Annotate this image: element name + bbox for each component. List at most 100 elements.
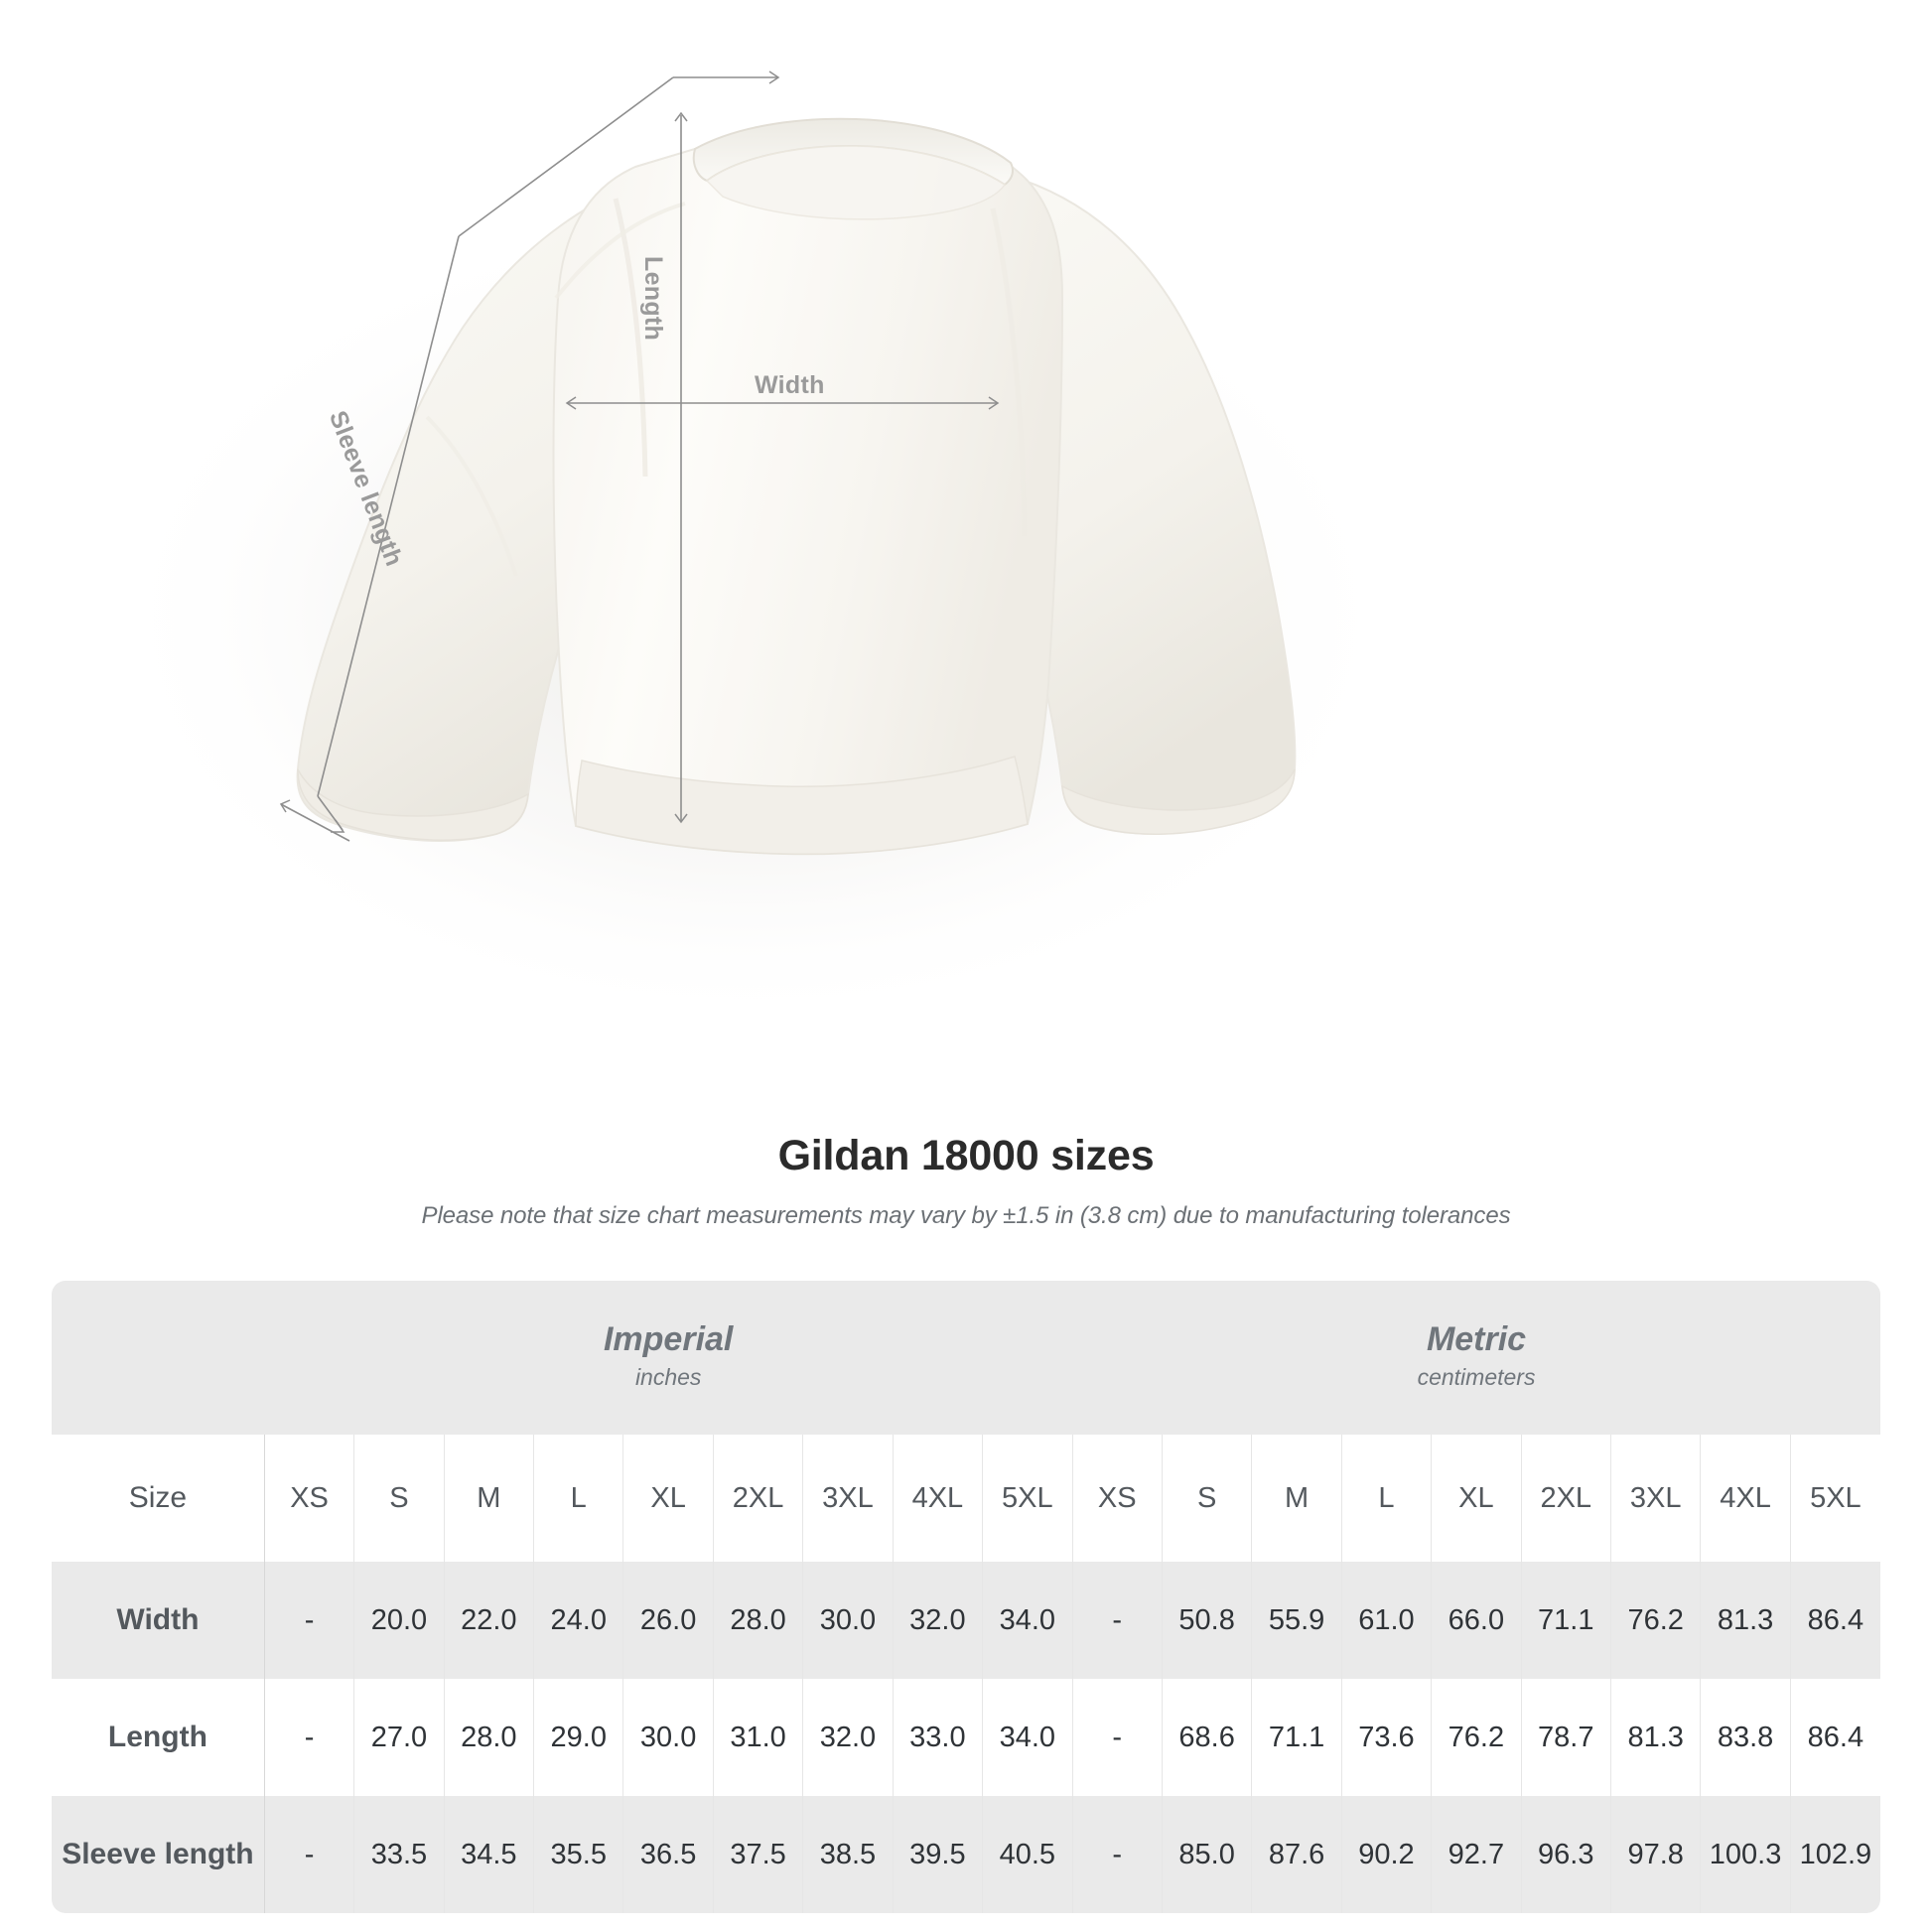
row-label-width: Width (52, 1562, 265, 1679)
cell-sleeve-imperial-2xl: 37.5 (713, 1796, 804, 1913)
cell-width-metric-5xl: 86.4 (1790, 1562, 1880, 1679)
cell-length-imperial-xs: - (264, 1679, 355, 1796)
cell-sleeve-metric-l: 90.2 (1341, 1796, 1433, 1913)
cell-sleeve-metric-3xl: 97.8 (1610, 1796, 1702, 1913)
cell-width-imperial-l: 24.0 (533, 1562, 624, 1679)
sleeve-length-guide-line (279, 70, 780, 842)
cell-length-imperial-2xl: 31.0 (713, 1679, 804, 1796)
cell-sleeve-imperial-3xl: 38.5 (802, 1796, 894, 1913)
cell-width-imperial-4xl: 32.0 (893, 1562, 984, 1679)
size-col-metric-3xl: 3XL (1610, 1435, 1702, 1562)
garment-photo-area: Length Width Sleeve length (99, 70, 1410, 1033)
cell-length-metric-3xl: 81.3 (1610, 1679, 1702, 1796)
cell-width-metric-xs: - (1071, 1562, 1163, 1679)
size-col-metric-s: S (1162, 1435, 1253, 1562)
cell-sleeve-imperial-4xl: 39.5 (893, 1796, 984, 1913)
cell-width-metric-l: 61.0 (1341, 1562, 1433, 1679)
size-col-metric-m: M (1251, 1435, 1342, 1562)
unit-group-imperial: Imperial inches (264, 1281, 1073, 1435)
cell-width-metric-xl: 66.0 (1431, 1562, 1522, 1679)
length-guide-line (674, 111, 688, 824)
length-measure-label: Length (639, 256, 667, 342)
size-col-metric-4xl: 4XL (1700, 1435, 1791, 1562)
cell-sleeve-imperial-m: 34.5 (444, 1796, 535, 1913)
cell-length-metric-4xl: 83.8 (1700, 1679, 1791, 1796)
cell-length-imperial-m: 28.0 (444, 1679, 535, 1796)
cell-length-imperial-5xl: 34.0 (982, 1679, 1073, 1796)
cell-sleeve-metric-5xl: 102.9 (1790, 1796, 1880, 1913)
cell-length-metric-xl: 76.2 (1431, 1679, 1522, 1796)
table-row: Length - 27.0 28.0 29.0 30.0 31.0 32.0 3… (52, 1679, 1880, 1796)
unit-spacer-cell (52, 1281, 265, 1435)
cell-width-metric-s: 50.8 (1162, 1562, 1253, 1679)
cell-length-metric-s: 68.6 (1162, 1679, 1253, 1796)
size-col-imperial-xl: XL (622, 1435, 714, 1562)
cell-length-imperial-3xl: 32.0 (802, 1679, 894, 1796)
cell-width-imperial-5xl: 34.0 (982, 1562, 1073, 1679)
size-col-metric-xl: XL (1431, 1435, 1522, 1562)
size-col-imperial-3xl: 3XL (802, 1435, 894, 1562)
cell-length-imperial-l: 29.0 (533, 1679, 624, 1796)
cell-sleeve-metric-m: 87.6 (1251, 1796, 1342, 1913)
table-row: Width - 20.0 22.0 24.0 26.0 28.0 30.0 32… (52, 1562, 1880, 1679)
size-chart-table: Imperial inches Metric centimeters Size … (52, 1281, 1880, 1913)
tolerance-note: Please note that size chart measurements… (421, 1202, 1511, 1229)
cell-width-imperial-xs: - (264, 1562, 355, 1679)
cell-length-metric-xs: - (1071, 1679, 1163, 1796)
width-measure-label: Width (755, 371, 825, 399)
size-col-imperial-5xl: 5XL (982, 1435, 1073, 1562)
size-col-imperial-2xl: 2XL (713, 1435, 804, 1562)
unit-group-metric-sub: centimeters (1417, 1363, 1536, 1390)
size-header-row: Size XS S M L XL 2XL 3XL 4XL 5XL XS S M … (52, 1435, 1880, 1562)
measurement-guides (279, 70, 1000, 842)
size-header-label: Size (52, 1435, 265, 1562)
size-col-imperial-l: L (533, 1435, 624, 1562)
cell-length-imperial-s: 27.0 (353, 1679, 445, 1796)
cell-width-metric-4xl: 81.3 (1700, 1562, 1791, 1679)
cell-sleeve-metric-2xl: 96.3 (1521, 1796, 1611, 1913)
cell-sleeve-imperial-xs: - (264, 1796, 355, 1913)
unit-group-metric-name: Metric (1426, 1319, 1527, 1358)
cell-sleeve-imperial-5xl: 40.5 (982, 1796, 1073, 1913)
cell-length-imperial-xl: 30.0 (622, 1679, 714, 1796)
cell-width-metric-m: 55.9 (1251, 1562, 1342, 1679)
cell-length-metric-l: 73.6 (1341, 1679, 1433, 1796)
size-col-imperial-xs: XS (264, 1435, 355, 1562)
unit-group-imperial-sub: inches (634, 1363, 702, 1390)
cell-width-metric-2xl: 71.1 (1521, 1562, 1611, 1679)
cell-width-imperial-3xl: 30.0 (802, 1562, 894, 1679)
cell-length-metric-m: 71.1 (1251, 1679, 1342, 1796)
table-row: Sleeve length - 33.5 34.5 35.5 36.5 37.5… (52, 1796, 1880, 1913)
size-col-imperial-m: M (444, 1435, 535, 1562)
cell-sleeve-imperial-xl: 36.5 (622, 1796, 714, 1913)
unit-group-metric: Metric centimeters (1072, 1281, 1880, 1435)
cell-width-imperial-m: 22.0 (444, 1562, 535, 1679)
width-guide-line (565, 396, 1000, 410)
cell-width-metric-3xl: 76.2 (1610, 1562, 1702, 1679)
size-chart-table-wrapper: Imperial inches Metric centimeters Size … (52, 1281, 1880, 1913)
cell-width-imperial-s: 20.0 (353, 1562, 445, 1679)
size-col-metric-l: L (1341, 1435, 1433, 1562)
size-col-metric-2xl: 2XL (1521, 1435, 1611, 1562)
size-col-imperial-s: S (353, 1435, 445, 1562)
cell-width-imperial-2xl: 28.0 (713, 1562, 804, 1679)
cell-sleeve-metric-s: 85.0 (1162, 1796, 1253, 1913)
row-label-length: Length (52, 1679, 265, 1796)
size-col-metric-5xl: 5XL (1790, 1435, 1880, 1562)
cell-sleeve-imperial-l: 35.5 (533, 1796, 624, 1913)
cell-length-imperial-4xl: 33.0 (893, 1679, 984, 1796)
cell-length-metric-2xl: 78.7 (1521, 1679, 1611, 1796)
cell-sleeve-metric-xl: 92.7 (1431, 1796, 1522, 1913)
page-title: Gildan 18000 sizes (777, 1132, 1155, 1179)
title-block: Gildan 18000 sizes Please note that size… (0, 1132, 1932, 1230)
cell-sleeve-metric-xs: - (1071, 1796, 1163, 1913)
unit-group-row: Imperial inches Metric centimeters (52, 1281, 1880, 1435)
row-label-sleeve-length: Sleeve length (52, 1796, 265, 1913)
cell-sleeve-metric-4xl: 100.3 (1700, 1796, 1791, 1913)
cell-width-imperial-xl: 26.0 (622, 1562, 714, 1679)
cell-length-metric-5xl: 86.4 (1790, 1679, 1880, 1796)
size-col-metric-xs: XS (1071, 1435, 1163, 1562)
unit-group-imperial-name: Imperial (603, 1319, 734, 1358)
cell-sleeve-imperial-s: 33.5 (353, 1796, 445, 1913)
